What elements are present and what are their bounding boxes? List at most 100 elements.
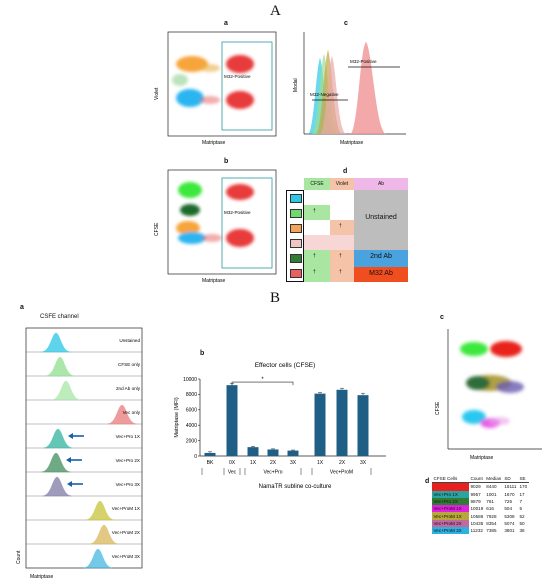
row-label: 2nd Ab only [116,386,141,391]
histogram-peak [89,524,119,545]
row-label: Vec only [123,410,141,415]
header-cfse: CFSE [304,178,330,190]
panel-bc-scatter: CFSE Matriptase [435,329,542,461]
histogram-peak [107,404,137,425]
col-header: CFSE Cells [432,475,469,484]
table-row: Vec+Pro 1X 9957 1001 1670 17 [432,490,529,498]
y-axis-label: CFSE [154,222,160,236]
histogram-peak [85,500,115,521]
count-cell: 10586 [470,513,484,519]
sample-cell: Vec+Pro 2X [432,497,469,506]
count-cell: 9029 [470,484,481,490]
bar [247,447,259,456]
histogram-peak [41,452,71,473]
row-label: Vec+Pro 3X [116,482,140,487]
median-cell: 8354 [486,520,497,526]
sd-cell: 726 [504,499,513,505]
table-row: Vec+ProM 3X 11232 7385 3801 36 [432,527,529,535]
x-tick-label: BK [207,460,214,466]
x-tick-label: 0X [229,460,236,466]
x-tick-label: 2X [270,460,277,466]
se-cell: 36 [519,528,525,534]
histogram-peak [45,356,75,377]
se-cell: 170 [519,484,528,490]
bar [287,450,299,456]
ab-second [354,250,408,267]
x-axis-label: Matriptase [202,278,226,284]
histogram-peak [41,332,71,353]
y-tick-label: 0 [194,454,197,460]
bar [336,389,348,456]
ab-second-label: 2nd Ab [370,253,392,260]
y-axis-label: CFSE [435,401,441,415]
table-row: Vec+ProM 1X 10586 7928 5308 52 [432,512,529,520]
ab-m32 [354,267,408,282]
mark-row5-violet: † [339,253,342,259]
col-header: Median [484,475,503,484]
y-axis-label: Count [16,550,22,564]
sample-cell: Vec+ProM 1X [432,505,469,513]
bar [204,452,216,456]
col-header: SE [517,475,529,484]
label-m32-negative: M32-Negative [310,92,339,97]
panel-b-a-letter: a [20,304,24,311]
histogram-peak [51,380,81,401]
table-row: Vec+ProM 1X 10019 616 504 5 [432,505,529,513]
gate-label: M32-Positive [224,74,251,79]
gate-label: M32-Positive [224,210,251,215]
mark-row6-cfse: † [313,269,316,275]
significance-mark: * [261,377,264,383]
panel-b-a-title: CSFE channel [40,314,79,320]
mark-row6-violet: † [339,269,342,275]
y-tick-label: 6000 [186,408,197,414]
section-a-letter: A [270,3,281,19]
arrow-icon [66,457,71,463]
x-tick-label: 1X [317,460,324,466]
x-axis-label: Matriptase [340,140,364,146]
sd-cell: 504 [504,506,513,512]
histogram-peak [42,476,72,497]
y-tick-label: 2000 [186,438,197,444]
sd-cell: 3801 [504,528,515,534]
median-cell: 7385 [486,528,497,534]
median-cell: 616 [486,506,494,512]
group-label: Vec+ProM [330,470,353,476]
median-cell: 761 [486,499,494,505]
bar [357,395,369,456]
count-cell: 11232 [470,528,483,534]
col-header: Count [469,475,485,484]
row-label: Vec+Pro 2X [116,458,140,463]
sample-cell: Vec+ProM 2X [432,519,469,528]
y-axis-label: Violet [154,87,160,100]
header-ab: Ab [354,178,408,190]
col-header: SD [502,475,518,484]
count-cell: 10019 [470,506,484,512]
swatch-row-1 [290,194,302,203]
x-axis-label: Matriptase [30,574,54,580]
count-cell: 10435 [470,520,484,526]
median-cell: 1001 [486,491,497,497]
group-label: Vec [228,470,237,476]
swatch-row-3 [290,224,302,233]
section-b-letter: B [270,290,281,306]
se-cell: 17 [519,491,525,497]
row-label: Vec+ProM 3X [112,554,140,559]
median-cell: 8440 [486,484,497,490]
se-cell: 7 [519,499,523,505]
y-axis-label: Matriptase (MFI) [174,397,180,438]
table-row: Vec+ProM 2X 10435 8354 5074 50 [432,519,529,528]
chart-title: Effector cells (CFSE) [255,362,316,369]
row-label: CFSE only [118,362,141,367]
swatch-row-6 [290,269,302,278]
x-tick-label: 2X [339,460,346,466]
stacked-histograms: Unstained CFSE only 2nd Ab only Vec only Vec… [16,327,143,580]
y-tick-label: 4000 [186,423,197,429]
panel-a-scatter: M32-Positive Violet Matriptase [154,31,277,146]
panel-d-letter: d [343,168,348,175]
sd-cell: 5308 [504,513,515,519]
stain-legend-table: CFSE Violet Ab † † † † † † Unstained 2nd… [286,178,408,282]
significance-bracket [231,381,294,386]
mark-row3-violet: † [339,223,342,229]
panel-c-letter: c [344,20,348,27]
swatch-row-4 [290,239,302,248]
